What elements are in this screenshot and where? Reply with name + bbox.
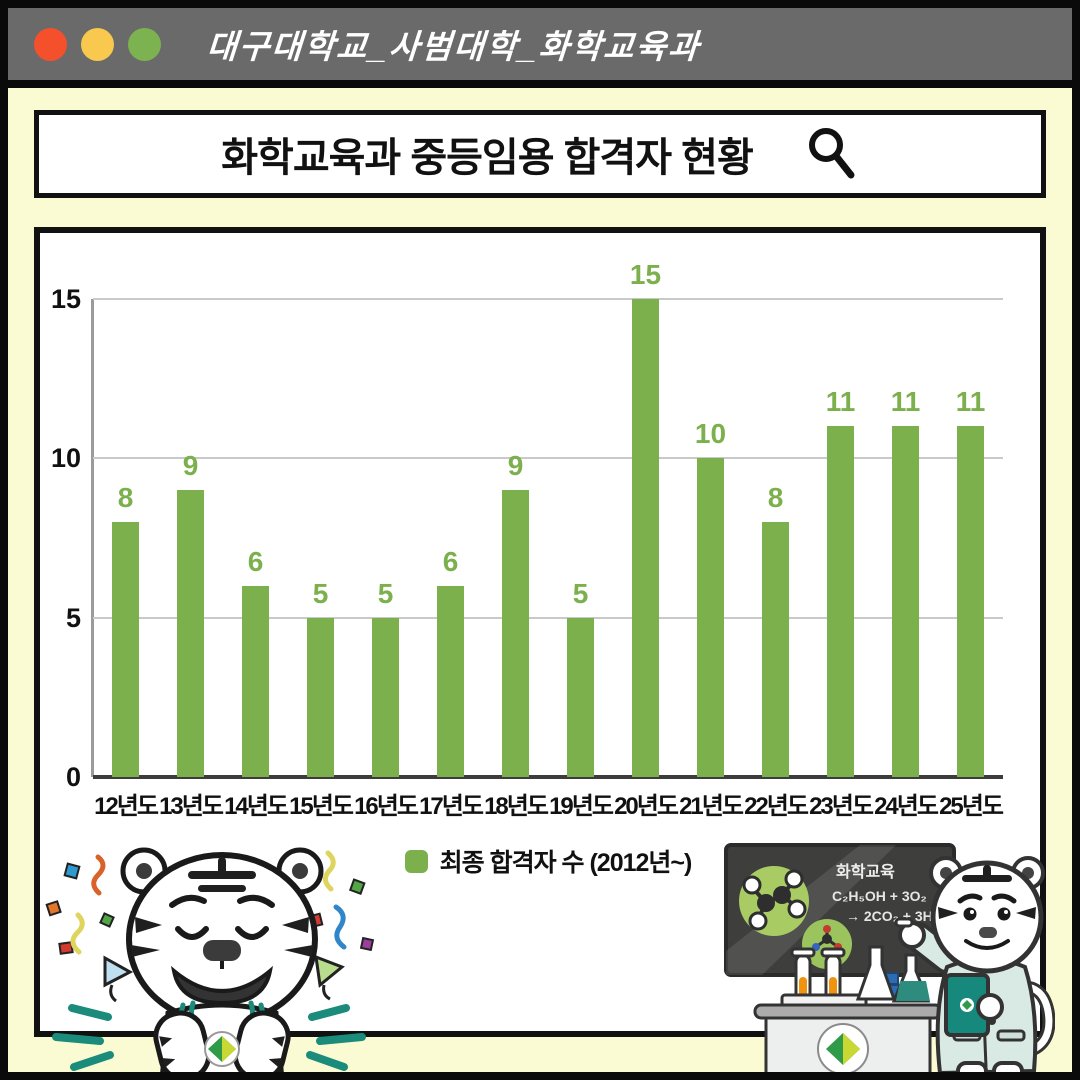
bar-17년도 xyxy=(437,585,464,777)
window-dot-yellow[interactable] xyxy=(81,27,114,61)
y-tick-label-5: 5 xyxy=(65,602,81,633)
bar-value-label: 5 xyxy=(377,577,394,609)
window-title: 대구대학교_사범대학_화학교육과 xyxy=(205,28,702,65)
bar-value-label: 15 xyxy=(629,259,662,290)
legend-label: 최종 합격자 수 (2012년~) xyxy=(439,849,693,877)
bar-value-label: 11 xyxy=(825,386,856,418)
x-tick-label: 17년도 xyxy=(419,793,484,820)
lab-desk xyxy=(753,1003,943,1020)
x-tick-label: 25년도 xyxy=(939,793,1004,820)
x-tick-label: 22년도 xyxy=(744,793,809,820)
y-tick-label-0: 0 xyxy=(65,762,81,792)
bar-16년도 xyxy=(372,617,399,777)
chalkboard-formula-2: → 2CO₂ + 3H₂O xyxy=(846,908,950,924)
bar-value-label: 5 xyxy=(312,577,329,609)
x-tick-label: 14년도 xyxy=(224,793,289,820)
bar-13년도 xyxy=(177,490,204,777)
bar-22년도 xyxy=(762,522,789,777)
chart-legend: 최종 합격자 수 (2012년~) xyxy=(93,843,1003,879)
bar-value-label: 6 xyxy=(442,545,459,577)
y-axis-line xyxy=(91,299,94,777)
bar-18년도 xyxy=(502,490,529,777)
bar-23년도 xyxy=(827,426,854,777)
bar-24년도 xyxy=(892,426,919,777)
x-tick-label: 18년도 xyxy=(484,793,549,820)
x-tick-label: 24년도 xyxy=(874,793,939,820)
window-titlebar: 대구대학교_사범대학_화학교육과 xyxy=(8,8,1072,88)
x-tick-label: 12년도 xyxy=(94,793,159,820)
bar-20년도 xyxy=(632,299,659,777)
bar-21년도 xyxy=(697,458,724,777)
bar-value-label: 8 xyxy=(767,482,784,514)
gridline-10 xyxy=(93,457,1003,460)
bar-14년도 xyxy=(242,585,269,777)
bar-value-label: 8 xyxy=(117,482,134,514)
bar-value-label: 5 xyxy=(572,577,589,609)
x-tick-label: 20년도 xyxy=(614,793,679,820)
x-tick-label: 15년도 xyxy=(289,793,354,820)
search-icon[interactable] xyxy=(805,125,859,183)
window-dot-red[interactable] xyxy=(34,27,67,61)
bar-value-label: 9 xyxy=(182,450,199,482)
celebrating-tiger-mascot xyxy=(45,847,375,1080)
bar-value-label: 11 xyxy=(890,386,921,418)
x-tick-label: 16년도 xyxy=(354,793,419,820)
y-tick-label-10: 10 xyxy=(50,443,81,474)
tiger-teacher-mascot: 화학교육 C₂H₅OH + 3O₂ → 2CO₂ + 3H₂O xyxy=(724,843,1055,1080)
y-tick-label-15: 15 xyxy=(50,284,81,314)
bar-25년도 xyxy=(957,426,984,777)
bar-value-label: 11 xyxy=(955,386,986,418)
bar-15년도 xyxy=(307,617,334,777)
bar-value-label: 6 xyxy=(247,545,264,577)
chalkboard-title: 화학교육 xyxy=(836,862,895,881)
x-axis-line xyxy=(93,775,1003,779)
window-dot-green[interactable] xyxy=(128,27,161,61)
search-banner: 화학교육과 중등임용 합격자 현황 xyxy=(34,110,1046,198)
legend-swatch xyxy=(404,849,428,873)
x-tick-label: 23년도 xyxy=(809,793,874,820)
bar-12년도 xyxy=(112,522,139,777)
plot-area: 0 5 10 15 8 12년도 9 13년도 6 14년도 5 15년도 5 16년도 6 17년도 9 18년… xyxy=(51,259,1004,820)
x-tick-label: 13년도 xyxy=(159,793,224,820)
window-controls xyxy=(34,27,161,61)
bar-19년도 xyxy=(567,617,594,777)
x-tick-label: 19년도 xyxy=(549,793,614,820)
gridline-15 xyxy=(93,298,1003,300)
bar-value-label: 9 xyxy=(507,450,524,482)
gridline-5 xyxy=(93,616,1003,619)
page-title: 화학교육과 중등임용 합격자 현황 xyxy=(221,136,754,180)
bar-value-label: 10 xyxy=(694,418,727,450)
chalkboard-formula-1: C₂H₅OH + 3O₂ xyxy=(832,888,927,904)
x-tick-label: 21년도 xyxy=(679,793,744,820)
